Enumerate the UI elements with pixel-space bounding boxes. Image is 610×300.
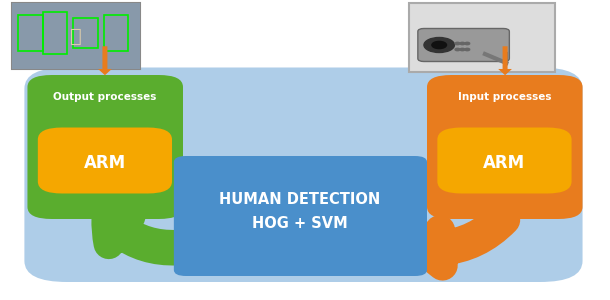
FancyBboxPatch shape: [12, 3, 140, 69]
Circle shape: [465, 42, 470, 45]
Circle shape: [465, 48, 470, 51]
Text: ARM: ARM: [483, 154, 526, 172]
Circle shape: [460, 42, 465, 45]
Circle shape: [432, 41, 447, 49]
FancyBboxPatch shape: [24, 68, 583, 282]
Circle shape: [424, 38, 454, 52]
FancyArrowPatch shape: [424, 216, 505, 265]
FancyBboxPatch shape: [38, 128, 172, 194]
Text: 👤: 👤: [70, 26, 82, 46]
Bar: [43, 12, 67, 54]
Text: HUMAN DETECTION
HOG + SVM: HUMAN DETECTION HOG + SVM: [220, 192, 381, 231]
FancyBboxPatch shape: [409, 3, 555, 72]
FancyBboxPatch shape: [418, 28, 509, 61]
FancyBboxPatch shape: [437, 128, 572, 194]
Circle shape: [455, 48, 460, 51]
Bar: [18, 15, 43, 51]
Bar: [104, 15, 128, 51]
Text: ARM: ARM: [84, 154, 126, 172]
FancyArrowPatch shape: [107, 216, 178, 250]
FancyBboxPatch shape: [427, 75, 583, 219]
FancyBboxPatch shape: [27, 75, 183, 219]
Circle shape: [460, 48, 465, 51]
Text: Input processes: Input processes: [458, 92, 552, 103]
Circle shape: [455, 42, 460, 45]
FancyBboxPatch shape: [12, 3, 140, 69]
Text: Output processes: Output processes: [53, 92, 157, 103]
Bar: [73, 18, 98, 48]
FancyBboxPatch shape: [174, 156, 427, 276]
